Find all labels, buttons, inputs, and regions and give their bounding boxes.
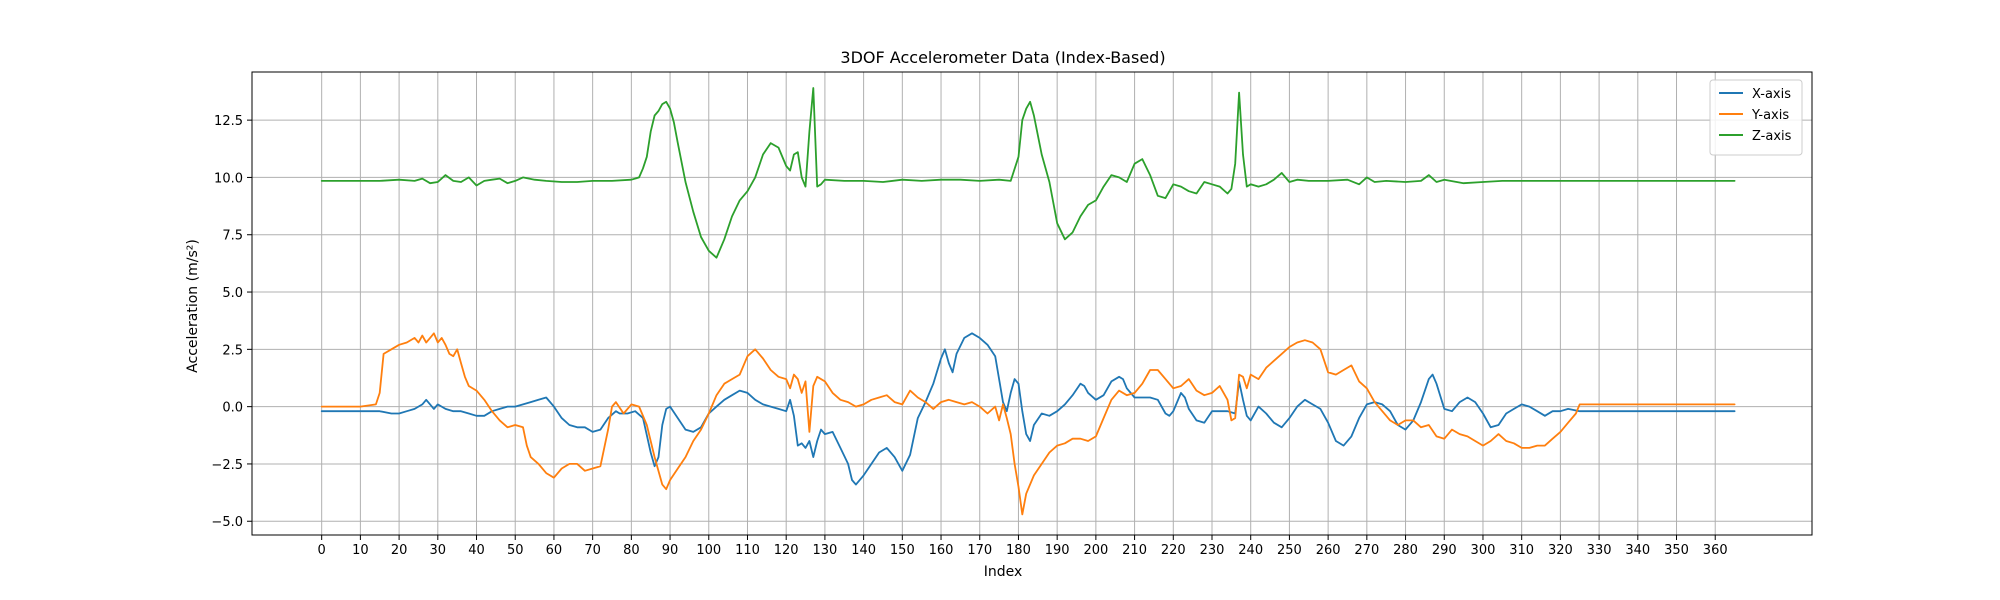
y-tick-label: −2.5 [211,458,243,473]
y-tick-label: 12.5 [214,114,243,129]
x-tick-label: 280 [1393,543,1418,558]
x-tick-label: 0 [318,543,326,558]
legend-label: X-axis [1752,87,1791,102]
y-tick-label: −5.0 [211,515,243,530]
x-tick-label: 50 [507,543,524,558]
x-tick-label: 70 [584,543,601,558]
x-tick-label: 170 [967,543,992,558]
y-tick-label: 7.5 [222,229,243,244]
x-tick-label: 20 [391,543,408,558]
y-tick-label: 5.0 [222,286,243,301]
x-tick-label: 240 [1238,543,1263,558]
x-tick-label: 40 [468,543,485,558]
x-tick-label: 180 [1006,543,1031,558]
series-line-y-axis [320,332,1736,516]
x-tick-label: 110 [735,543,760,558]
x-tick-label: 220 [1161,543,1186,558]
legend: X-axis Y-axis Z-axis [1709,79,1803,156]
y-axis-ticks: −5.0 −2.5 0.0 2.5 5.0 7.5 10.0 12.5 [211,114,252,530]
x-tick-label: 260 [1316,543,1341,558]
x-tick-label: 60 [546,543,563,558]
x-tick-label: 190 [1045,543,1070,558]
series-line-x-axis [320,332,1736,486]
x-tick-label: 250 [1277,543,1302,558]
chart-title: 3DOF Accelerometer Data (Index-Based) [840,48,1165,67]
x-tick-label: 120 [774,543,799,558]
series-layer [320,87,1736,516]
y-tick-label: 2.5 [222,343,243,358]
legend-label: Y-axis [1751,108,1789,123]
x-tick-label: 310 [1509,543,1534,558]
x-tick-label: 80 [623,543,640,558]
legend-label: Z-axis [1752,129,1792,144]
grid [252,72,1812,535]
y-axis-label: Acceleration (m/s²) [185,239,201,373]
x-tick-label: 300 [1471,543,1496,558]
x-tick-label: 150 [890,543,915,558]
x-tick-label: 270 [1354,543,1379,558]
y-tick-label: 0.0 [222,401,243,416]
plot-frame [251,71,1813,536]
x-axis-label: Index [984,564,1023,580]
x-tick-label: 230 [1200,543,1225,558]
x-tick-label: 360 [1703,543,1728,558]
x-tick-label: 210 [1122,543,1147,558]
x-tick-label: 350 [1664,543,1689,558]
x-tick-label: 30 [430,543,447,558]
legend-box [1709,79,1803,156]
x-axis-ticks: 0 10 20 30 40 50 60 70 80 90 100 110 120 130 140 150 160… [318,535,1728,558]
x-tick-label: 10 [352,543,369,558]
x-tick-label: 320 [1548,543,1573,558]
x-tick-label: 130 [812,543,837,558]
y-tick-label: 10.0 [214,171,243,186]
x-tick-label: 160 [929,543,954,558]
x-tick-label: 140 [851,543,876,558]
x-tick-label: 90 [662,543,679,558]
x-tick-label: 340 [1625,543,1650,558]
x-tick-label: 100 [696,543,721,558]
series-line-z-axis [320,87,1736,259]
x-tick-label: 330 [1587,543,1612,558]
x-tick-label: 290 [1432,543,1457,558]
x-tick-label: 200 [1083,543,1108,558]
